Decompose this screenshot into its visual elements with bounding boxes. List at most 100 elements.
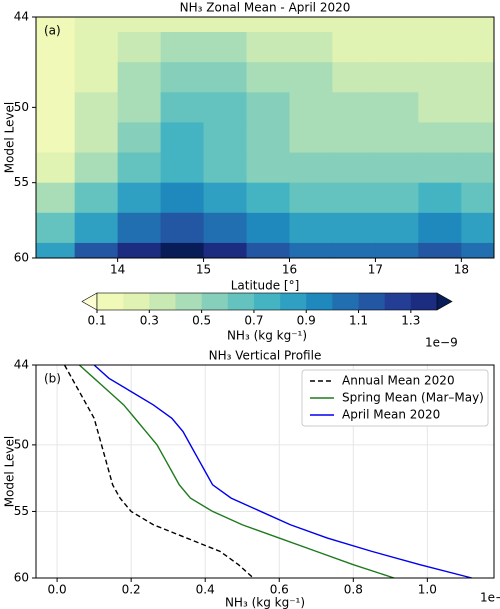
contour-cell	[203, 32, 248, 63]
contour-cell	[36, 182, 76, 214]
colorbar-segment	[306, 293, 333, 310]
contour-cell	[160, 152, 205, 184]
contour-cell	[375, 152, 419, 184]
contour-cell	[461, 152, 494, 184]
colorbar-segment	[410, 293, 438, 310]
colorbar-frame	[96, 292, 438, 311]
contour-cell	[375, 62, 419, 93]
contour-cell	[246, 152, 290, 184]
colorbar-segment	[332, 293, 359, 310]
contour-cell	[418, 182, 462, 214]
colorbar-tick-label: 0.7	[244, 314, 263, 328]
colorbar-segment	[201, 293, 229, 310]
chart-title: NH₃ Vertical Profile	[209, 349, 322, 363]
colorbar-tick-label: 0.1	[87, 314, 106, 328]
contour-cell	[461, 122, 494, 154]
panel-label: (b)	[44, 372, 61, 386]
contour-cell	[418, 212, 462, 244]
contour-cell	[461, 242, 494, 258]
contour-cell	[117, 212, 162, 244]
contour-cell	[289, 92, 333, 123]
contour-cell	[289, 242, 333, 258]
contour-cell	[375, 212, 419, 244]
contour-cell	[203, 242, 248, 258]
contour-cell	[36, 212, 76, 244]
contour-cell	[461, 62, 494, 93]
colorbar-label: NH₃ (kg kg⁻¹)	[227, 329, 307, 343]
contour-cell	[418, 32, 462, 63]
legend-label: Spring Mean (Mar–May)	[342, 391, 484, 405]
y-tick-label: 44	[14, 358, 29, 372]
colorbar-segment	[149, 293, 176, 310]
contour-cell	[461, 182, 494, 214]
contour-cell	[418, 62, 462, 93]
profile-line	[63, 364, 254, 579]
profile-line	[93, 364, 472, 579]
contour-cell	[203, 92, 248, 123]
contour-cell	[418, 242, 462, 258]
contour-cell	[332, 242, 376, 258]
contour-cell	[203, 212, 248, 244]
contour-cell	[332, 212, 376, 244]
contour-cell	[74, 212, 119, 244]
colorbar-segment	[358, 293, 385, 310]
colorbar-segment	[123, 293, 150, 310]
colorbar-segment	[384, 293, 412, 310]
contour-cell	[36, 122, 76, 154]
contour-cell	[246, 92, 290, 123]
contour-cell	[289, 17, 333, 33]
contour-cell	[461, 32, 494, 63]
contour-cell	[246, 242, 290, 258]
chart-title: NH₃ Zonal Mean - April 2020	[180, 1, 351, 15]
contour-cell	[418, 152, 462, 184]
x-tick-label: 14	[110, 263, 125, 277]
contour-cell	[332, 152, 376, 184]
contour-cell	[246, 122, 290, 154]
axes-frame	[35, 364, 495, 579]
colorbar-segment	[227, 293, 255, 310]
contour-cell	[160, 242, 205, 258]
contour-cell	[332, 92, 376, 123]
contour-cell	[375, 122, 419, 154]
x-tick-label: 18	[454, 263, 469, 277]
contour-cell	[160, 32, 205, 63]
contour-cell	[375, 182, 419, 214]
contour-cell	[36, 17, 76, 33]
contour-cell	[246, 182, 290, 214]
contour-cell	[203, 122, 248, 154]
colorbar-offset: 1e−9	[425, 336, 458, 350]
x-tick-label: 0.2	[122, 583, 141, 597]
x-tick-label: 1.0	[418, 583, 437, 597]
y-tick-label: 55	[14, 175, 29, 189]
contour-cell	[332, 122, 376, 154]
y-tick-label: 60	[14, 571, 29, 585]
contour-cell	[36, 152, 76, 184]
x-offset-text: 1e−9	[480, 591, 500, 605]
y-axis-label: Model Level	[3, 102, 17, 174]
contour-cell	[74, 182, 119, 214]
contour-cell	[36, 92, 76, 123]
colorbar-tick-label: 0.5	[192, 314, 211, 328]
contour-cell	[160, 212, 205, 244]
contour-cell	[74, 32, 119, 63]
contour-cell	[332, 62, 376, 93]
contour-cell	[289, 152, 333, 184]
contour-cell	[117, 122, 162, 154]
contour-cell	[117, 62, 162, 93]
contour-cell	[332, 32, 376, 63]
contour-cell	[160, 92, 205, 123]
x-tick-label: 0.4	[196, 583, 215, 597]
contour-cell	[289, 62, 333, 93]
legend-box	[301, 369, 489, 427]
y-tick-label: 50	[14, 437, 29, 451]
contour-cell	[246, 32, 290, 63]
contour-cell	[289, 32, 333, 63]
contour-cell	[461, 17, 494, 33]
contour-cell	[160, 122, 205, 154]
contour-cell	[117, 32, 162, 63]
contour-cell	[375, 242, 419, 258]
legend-label: April Mean 2020	[342, 408, 440, 422]
x-tick-label: 0.0	[48, 583, 67, 597]
x-tick-label: 0.6	[270, 583, 289, 597]
